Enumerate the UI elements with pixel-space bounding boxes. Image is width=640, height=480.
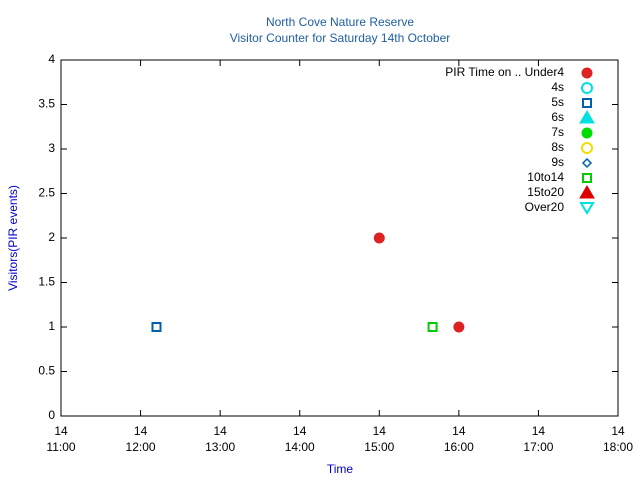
x-tick-label: 16:00 <box>444 440 474 454</box>
x-tick-label: 12:00 <box>126 440 156 454</box>
legend-label: PIR Time on .. Under4 <box>445 65 564 79</box>
x-tick-label: 14 <box>213 424 227 438</box>
legend-label: 15to20 <box>527 185 564 199</box>
chart-title: North Cove Nature Reserve <box>266 15 414 29</box>
legend-label: 9s <box>551 155 564 169</box>
plot-frame <box>60 59 619 417</box>
y-tick-label: 2.5 <box>38 186 55 200</box>
point <box>427 322 438 332</box>
legend-marker <box>582 98 592 108</box>
legend-marker <box>581 142 593 154</box>
y-tick-label: 3 <box>48 141 55 155</box>
legend-marker <box>582 173 592 183</box>
x-tick-label: 13:00 <box>205 440 235 454</box>
chart-subtitle: Visitor Counter for Saturday 14th Octobe… <box>230 31 451 45</box>
x-tick-label: 14:00 <box>285 440 315 454</box>
x-tick-label: 14 <box>54 424 68 438</box>
legend-label: Over20 <box>525 200 565 214</box>
x-tick-label: 15:00 <box>364 440 394 454</box>
legend-label: 8s <box>551 140 564 154</box>
legend-marker <box>579 185 595 199</box>
x-tick-label: 14 <box>293 424 307 438</box>
legend-label: 6s <box>551 110 564 124</box>
legend-marker <box>579 202 595 215</box>
x-axis-label: Time <box>327 462 354 476</box>
legend-marker <box>581 82 593 94</box>
x-tick-label: 14 <box>611 424 625 438</box>
y-tick-label: 4 <box>48 52 55 66</box>
legend-label: 7s <box>551 125 564 139</box>
y-tick-label: 1.5 <box>38 275 55 289</box>
x-tick-label: 17:00 <box>523 440 553 454</box>
y-tick-label: 1 <box>48 319 55 333</box>
legend-label: 10to14 <box>527 170 564 184</box>
legend-label: 4s <box>551 80 564 94</box>
point <box>151 322 162 332</box>
legend-label: 5s <box>551 95 564 109</box>
y-tick-label: 0 <box>48 408 55 422</box>
x-tick-label: 14 <box>373 424 387 438</box>
x-tick-label: 14 <box>532 424 546 438</box>
legend-marker <box>581 157 593 169</box>
y-tick-label: 0.5 <box>38 364 55 378</box>
legend-marker <box>579 110 595 124</box>
legend-marker <box>581 67 593 79</box>
y-tick-label: 2 <box>48 230 55 244</box>
x-tick-label: 11:00 <box>46 440 75 454</box>
y-tick-label: 3.5 <box>38 97 55 111</box>
point <box>373 232 385 244</box>
point <box>453 321 465 333</box>
legend-marker <box>581 127 593 139</box>
x-tick-label: 14 <box>452 424 466 438</box>
y-axis-label: Visitors(PIR events) <box>6 185 20 291</box>
x-tick-label: 14 <box>134 424 148 438</box>
x-tick-label: 18:00 <box>603 440 633 454</box>
